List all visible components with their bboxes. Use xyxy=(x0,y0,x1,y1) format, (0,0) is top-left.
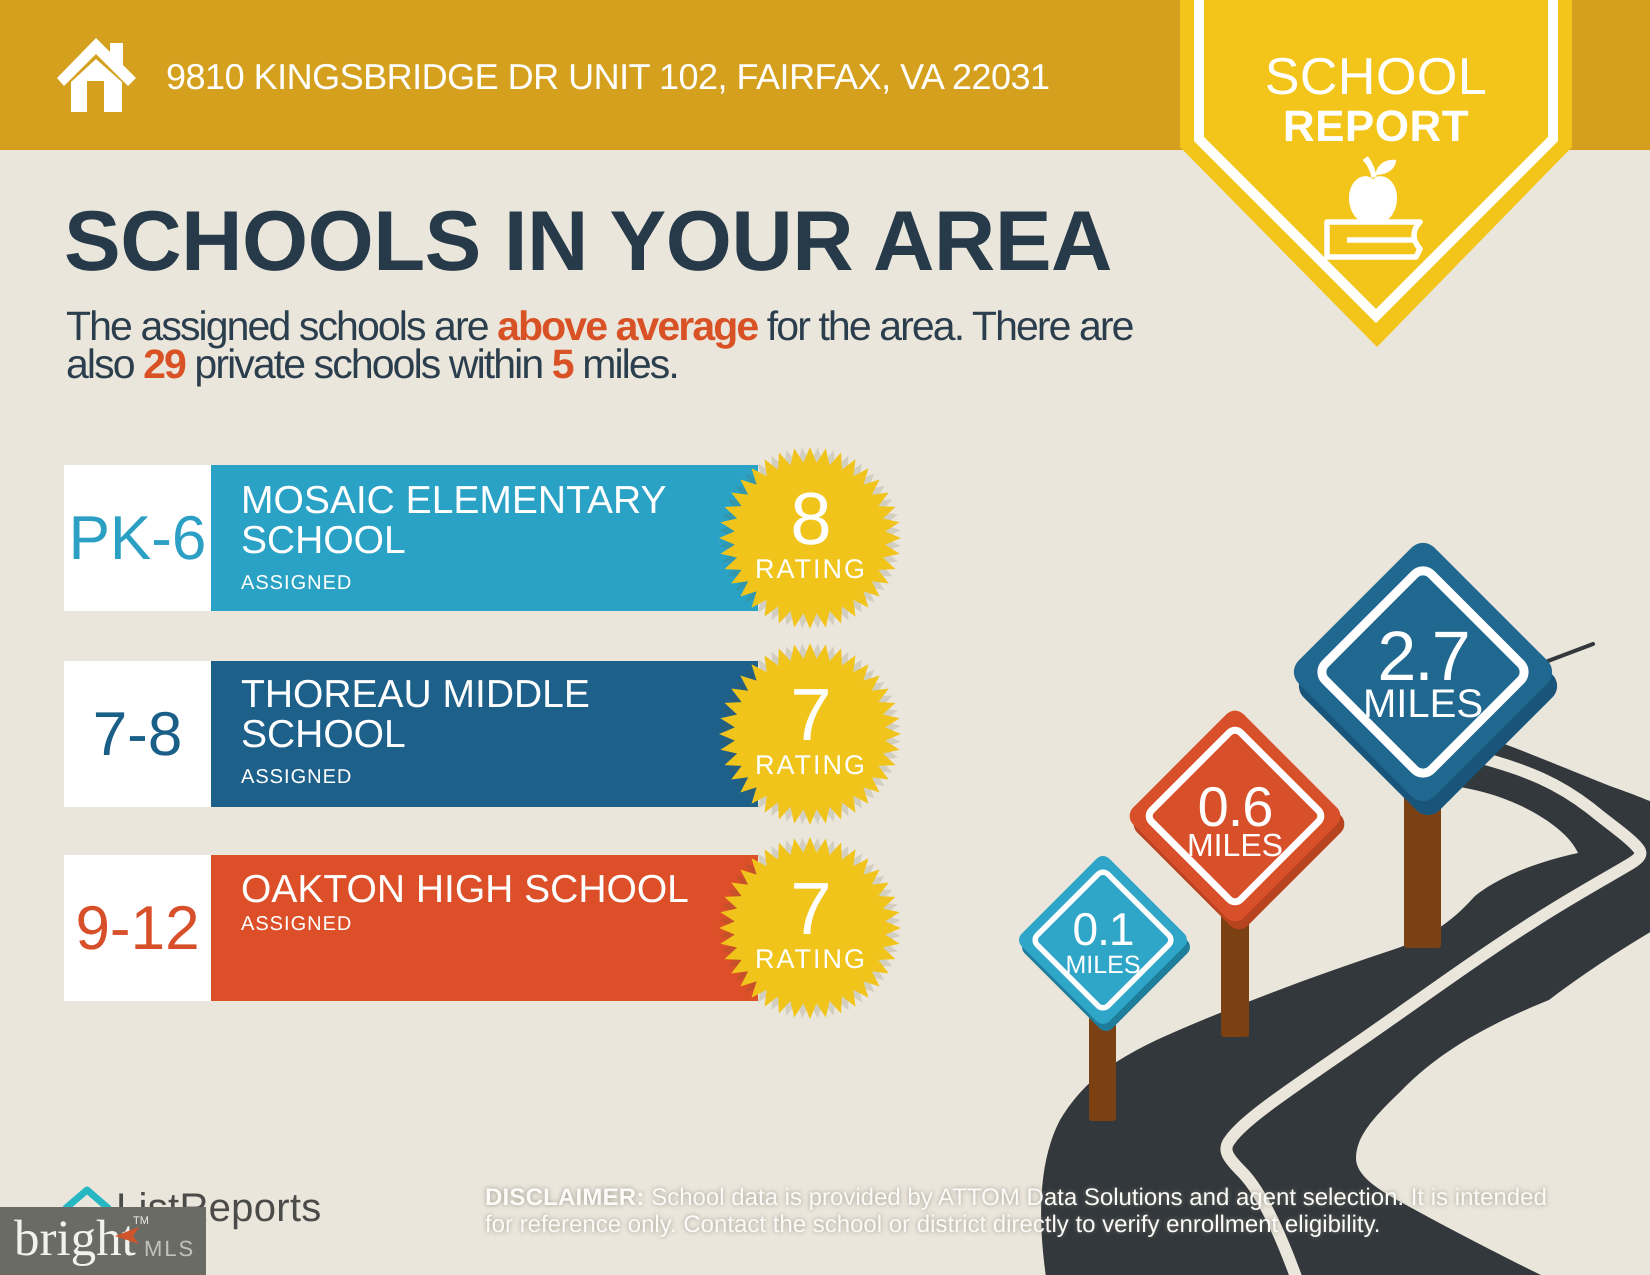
svg-text:RATING: RATING xyxy=(755,554,867,584)
svg-text:7: 7 xyxy=(790,867,831,950)
svg-text:MILES: MILES xyxy=(1065,951,1140,979)
svg-text:8: 8 xyxy=(790,477,831,560)
svg-text:MILES: MILES xyxy=(1363,682,1483,726)
svg-text:0.6: 0.6 xyxy=(1198,775,1273,838)
svg-text:2.7: 2.7 xyxy=(1377,617,1468,695)
svg-text:RATING: RATING xyxy=(755,944,867,974)
svg-text:MILES: MILES xyxy=(1187,827,1283,863)
svg-text:7: 7 xyxy=(790,673,831,756)
svg-text:RATING: RATING xyxy=(755,750,867,780)
svg-text:REPORT: REPORT xyxy=(1283,102,1469,151)
svg-text:SCHOOL: SCHOOL xyxy=(1265,48,1488,106)
svg-text:0.1: 0.1 xyxy=(1073,903,1134,955)
